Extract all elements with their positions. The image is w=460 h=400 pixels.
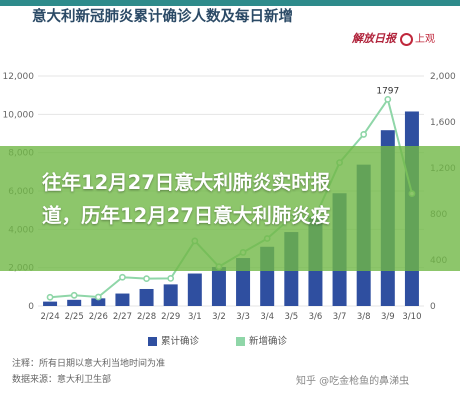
x-tick-label: 3/4: [260, 312, 274, 322]
bar-cumulative: [163, 284, 178, 306]
x-tick-label: 3/2: [212, 312, 226, 322]
legend-new-label: 新增确诊: [249, 336, 288, 347]
legend-line-swatch: [236, 337, 245, 346]
bar-cumulative: [139, 288, 154, 306]
x-tick-label: 2/27: [113, 312, 132, 322]
bar-cumulative: [211, 266, 226, 306]
bar-cumulative: [115, 293, 130, 306]
x-tick-label: 2/24: [41, 312, 60, 322]
x-tick-label: 2/26: [89, 312, 108, 322]
shangguan-logo: 上观: [400, 30, 435, 46]
x-tick-label: 3/6: [309, 312, 323, 322]
banner-line-2: 道，历年12月27日意大利肺炎疫: [42, 204, 331, 227]
y-left-tick-label: 0: [28, 302, 34, 312]
x-tick-label: 3/1: [188, 312, 202, 322]
x-tick-label: 3/8: [357, 312, 371, 322]
x-tick-label: 3/7: [333, 312, 347, 322]
legend-new: 新增确诊: [236, 333, 287, 347]
legend-cumulative: 累计确诊: [148, 333, 199, 347]
bar-cumulative: [187, 273, 202, 306]
bar-cumulative: [43, 301, 58, 306]
y-right-tick-label: 0: [430, 302, 436, 312]
y-left-tick-label: 12,000: [3, 72, 35, 82]
banner-line-1: 往年12月27日意大利肺炎实时报: [42, 171, 331, 194]
x-tick-label: 3/5: [284, 312, 298, 322]
y-left-tick-label: 10,000: [3, 110, 35, 120]
source-text: 数据来源：意大利卫生部: [12, 375, 112, 385]
point-new-cases: [119, 273, 126, 281]
y-right-tick-label: 2,000: [430, 72, 456, 82]
legend-bar-swatch: [148, 337, 157, 346]
header-accent-bar: [0, 0, 460, 6]
point-new-cases: [94, 293, 102, 301]
x-tick-label: 3/10: [402, 312, 421, 322]
note-text: 注释：所有日期以意大利当地时间为准: [12, 359, 166, 369]
y-right-tick-label: 1,600: [430, 118, 456, 128]
point-new-cases: [360, 131, 368, 138]
point-new-cases: [167, 274, 175, 282]
x-tick-label: 2/28: [137, 312, 156, 322]
watermark: 知乎 @吃金枪鱼的鼻涕虫: [296, 376, 410, 387]
point-new-cases: [70, 291, 78, 299]
legend-cumulative-label: 累计确诊: [161, 336, 200, 347]
point-new-cases: [143, 275, 150, 283]
bar-cumulative: [91, 298, 106, 306]
x-tick-label: 2/29: [161, 312, 180, 322]
shangguan-logo-text: 上观: [415, 34, 435, 45]
x-tick-label: 3/9: [381, 312, 395, 322]
x-tick-label: 2/25: [65, 312, 84, 322]
bar-cumulative: [67, 299, 82, 306]
point-new-cases: [46, 293, 54, 301]
shangguan-logo-icon: [400, 32, 413, 46]
point-new-cases: [384, 95, 392, 103]
banner-text: 往年12月27日意大利肺炎实时报 道，历年12月27日意大利肺炎疫: [42, 166, 460, 232]
overlay-banner: 往年12月27日意大利肺炎实时报 道，历年12月27日意大利肺炎疫: [0, 146, 460, 271]
jiefang-daily-logo: 解放日报: [352, 32, 396, 45]
x-tick-label: 3/3: [236, 312, 250, 322]
chart-title: 意大利新冠肺炎累计确诊人数及每日新增: [32, 9, 293, 25]
data-label: 1797: [376, 86, 399, 96]
